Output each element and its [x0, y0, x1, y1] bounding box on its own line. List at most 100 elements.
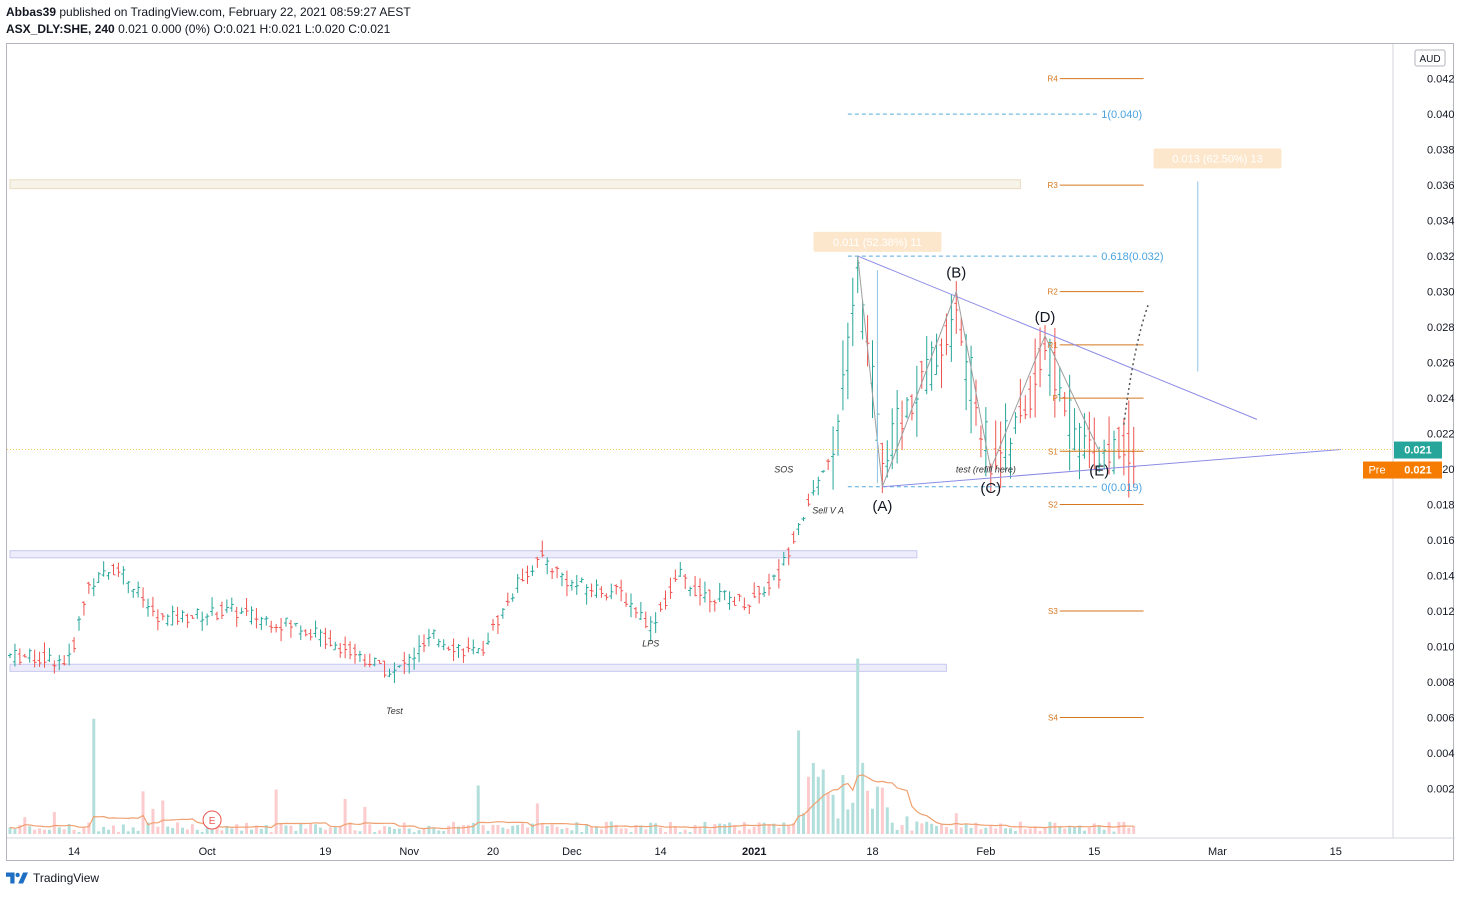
- volume-bar-122: [609, 821, 613, 834]
- currency-label[interactable]: AUD: [1419, 54, 1440, 65]
- volume-bar-16: [87, 822, 91, 834]
- volume-bar-153: [762, 822, 766, 834]
- volume-bar-102: [511, 825, 515, 834]
- volume-bar-75: [378, 830, 382, 834]
- volume-bar-20: [107, 829, 111, 834]
- time-tick-feb: Feb: [976, 846, 995, 858]
- volume-bar-35: [181, 827, 184, 834]
- volume-bar-167: [831, 794, 835, 834]
- volume-bar-156: [777, 827, 781, 834]
- volume-bar-51: [259, 828, 263, 834]
- volume-bar-209: [1038, 830, 1042, 834]
- time-tick-15: 15: [1330, 846, 1342, 858]
- volume-bar-194: [964, 823, 968, 834]
- event-marker-label[interactable]: E: [209, 816, 216, 827]
- time-tick-2021: 2021: [742, 846, 766, 858]
- volume-bar-25: [131, 827, 135, 834]
- volume-bar-178: [885, 807, 889, 834]
- volume-bar-189: [940, 824, 943, 834]
- volume-bar-198: [984, 827, 988, 834]
- volume-bar-129: [644, 829, 648, 834]
- volume-bar-181: [900, 825, 904, 834]
- volume-bar-115: [575, 822, 579, 834]
- volume-ma-line: [9, 774, 1134, 830]
- volume-bar-135: [673, 826, 677, 834]
- volume-bar-216: [1073, 826, 1077, 834]
- zone-rect-1: [9, 550, 918, 559]
- volume-bar-214: [1063, 828, 1067, 834]
- volume-bar-87: [437, 830, 441, 834]
- volume-bar-36: [185, 829, 189, 834]
- volume-bar-74: [373, 832, 377, 834]
- event-marker-icon[interactable]: [202, 810, 222, 830]
- fib-level-label-0: 1(0.040): [1101, 109, 1142, 121]
- price-tick-0.022: 0.022: [1427, 429, 1455, 441]
- trendline-1: [882, 449, 1341, 488]
- volume-bar-34: [176, 822, 180, 834]
- volume-bar-24: [126, 831, 130, 834]
- volume-bar-109: [545, 826, 549, 834]
- volume-bar-124: [619, 828, 623, 834]
- volume-bar-78: [392, 828, 396, 834]
- volume-bar-183: [910, 830, 914, 834]
- volume-bar-137: [683, 829, 687, 834]
- volume-bar-136: [678, 832, 682, 834]
- currency-badge[interactable]: [1414, 49, 1446, 67]
- volume-bar-121: [604, 821, 608, 834]
- volume-bar-161: [802, 813, 805, 834]
- price-tick-0.010: 0.010: [1427, 642, 1455, 654]
- tradingview-logo-icon[interactable]: [6, 871, 28, 885]
- price-chart[interactable]: R4 R3 R2 R1 P S1 S2 S3 S4 1(0.040) 0.618(0.032) 0(0…: [7, 44, 1455, 862]
- volume-bar-33: [171, 827, 175, 834]
- volume-bar-112: [560, 829, 564, 834]
- zone-rect-0: [9, 179, 1021, 190]
- footer-brand[interactable]: TradingView: [33, 871, 100, 885]
- volume-bar-213: [1058, 826, 1062, 834]
- author-name[interactable]: Abbas39: [6, 5, 57, 19]
- volume-bar-15: [82, 827, 86, 834]
- volume-bar-166: [826, 792, 830, 834]
- volume-bar-130: [649, 822, 653, 834]
- volume-bar-113: [565, 827, 569, 834]
- volume-bar-13: [72, 829, 76, 834]
- symbol-label[interactable]: ASX_DLY:SHE, 240: [6, 22, 115, 36]
- volume-bar-86: [432, 827, 436, 834]
- volume-bar-184: [915, 821, 919, 834]
- volume-bar-8: [47, 829, 51, 834]
- wave-label-b: (B): [946, 265, 966, 282]
- volume-bar-179: [890, 822, 894, 834]
- volume-bar-43: [220, 830, 224, 834]
- volume-bar-225: [1117, 821, 1121, 834]
- price-tick-0.030: 0.030: [1427, 287, 1455, 299]
- volume-bar-83: [417, 829, 421, 834]
- volume-bar-145: [723, 824, 727, 834]
- volume-bar-101: [506, 829, 510, 834]
- volume-bar-44: [225, 825, 229, 834]
- volume-bar-111: [555, 826, 559, 834]
- chart-frame[interactable]: R4 R3 R2 R1 P S1 S2 S3 S4 1(0.040) 0.618(0.032) 0(0…: [6, 43, 1455, 862]
- volume-bar-22: [116, 832, 120, 834]
- volume-bar-177: [880, 787, 884, 834]
- volume-bar-196: [974, 822, 978, 834]
- price-tick-0.002: 0.002: [1427, 784, 1455, 796]
- volume-bar-4: [28, 826, 32, 834]
- volume-bar-158: [787, 825, 791, 834]
- fib-level-label-1: 0.618(0.032): [1101, 251, 1163, 263]
- volume-bar-227: [1127, 827, 1131, 834]
- volume-bar-191: [949, 829, 953, 834]
- fib-level-label-2: 0(0.019): [1101, 482, 1142, 494]
- volume-bar-85: [427, 825, 431, 834]
- time-tick-dec: Dec: [562, 846, 582, 858]
- volume-bar-132: [659, 827, 663, 834]
- volume-bar-226: [1122, 821, 1126, 834]
- price-tick-0.038: 0.038: [1427, 145, 1455, 157]
- volume-bar-84: [422, 829, 426, 834]
- wave-label-d: (D): [1035, 309, 1056, 326]
- volume-bar-202: [1004, 828, 1008, 834]
- pivot-label-r1: R1: [1048, 341, 1059, 350]
- price-tick-0.028: 0.028: [1427, 322, 1455, 334]
- pre-price-tag: [1363, 461, 1442, 479]
- volume-bar-14: [77, 832, 81, 834]
- volume-bar-173: [861, 762, 865, 834]
- volume-bar-203: [1009, 828, 1012, 834]
